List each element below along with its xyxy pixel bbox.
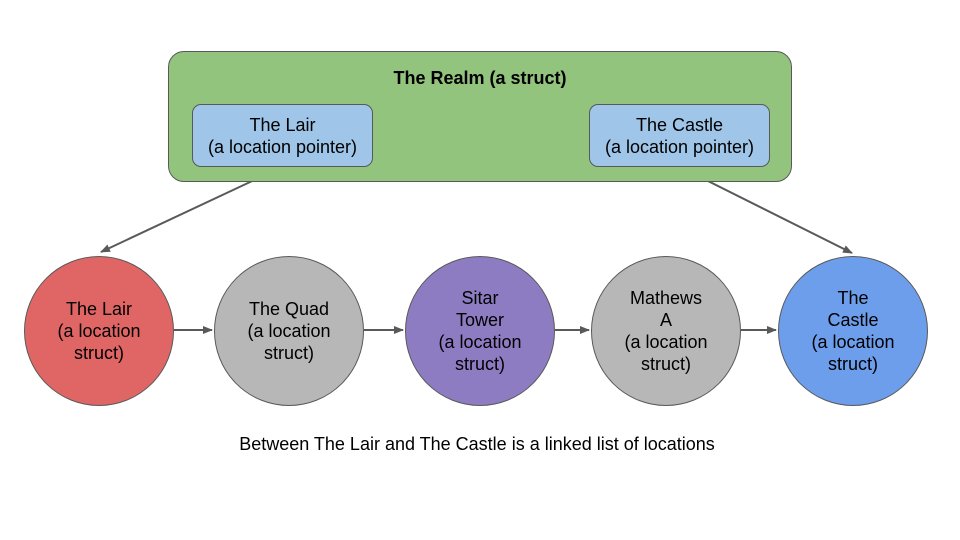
node-sitar-tower: Sitar Tower (a location struct) <box>405 256 555 406</box>
node-label-line: Tower <box>455 310 504 330</box>
node-the-quad: The Quad (a location struct) <box>214 256 364 406</box>
node-label-line: The Lair <box>65 299 133 319</box>
castle-pointer-box: The Castle (a location pointer) <box>589 104 770 167</box>
node-label-line: Mathews <box>629 288 703 308</box>
diagram-caption: Between The Lair and The Castle is a lin… <box>239 434 715 454</box>
node-label-line: (a location <box>247 321 331 341</box>
node-label-line: The <box>837 288 869 308</box>
node-label-line: A <box>659 310 672 330</box>
realm-title: The Realm (a struct) <box>393 68 567 88</box>
node-label-line: The Quad <box>248 299 330 319</box>
node-label-line: struct) <box>73 343 124 363</box>
lair-pointer-box: The Lair (a location pointer) <box>192 104 373 167</box>
node-the-castle: The Castle (a location struct) <box>778 256 928 406</box>
node-label-line: struct) <box>640 354 691 374</box>
node-label-line: (a location <box>438 332 522 352</box>
node-the-lair: The Lair (a location struct) <box>24 256 174 406</box>
node-label-line: Sitar <box>461 288 499 308</box>
node-label-line: (a location <box>57 321 141 341</box>
node-label-line: (a location <box>624 332 708 352</box>
node-label-line: struct) <box>263 343 314 363</box>
node-label-line: Castle <box>827 310 879 330</box>
castle-pointer-type: (a location pointer) <box>604 136 755 157</box>
node-label-line: struct) <box>454 354 505 374</box>
node-mathews-a: Mathews A (a location struct) <box>591 256 741 406</box>
node-label-line: (a location <box>811 332 895 352</box>
castle-pointer-name: The Castle <box>635 114 724 135</box>
lair-pointer-name: The Lair <box>249 114 316 135</box>
lair-pointer-type: (a location pointer) <box>207 136 358 157</box>
node-label-line: struct) <box>827 354 878 374</box>
